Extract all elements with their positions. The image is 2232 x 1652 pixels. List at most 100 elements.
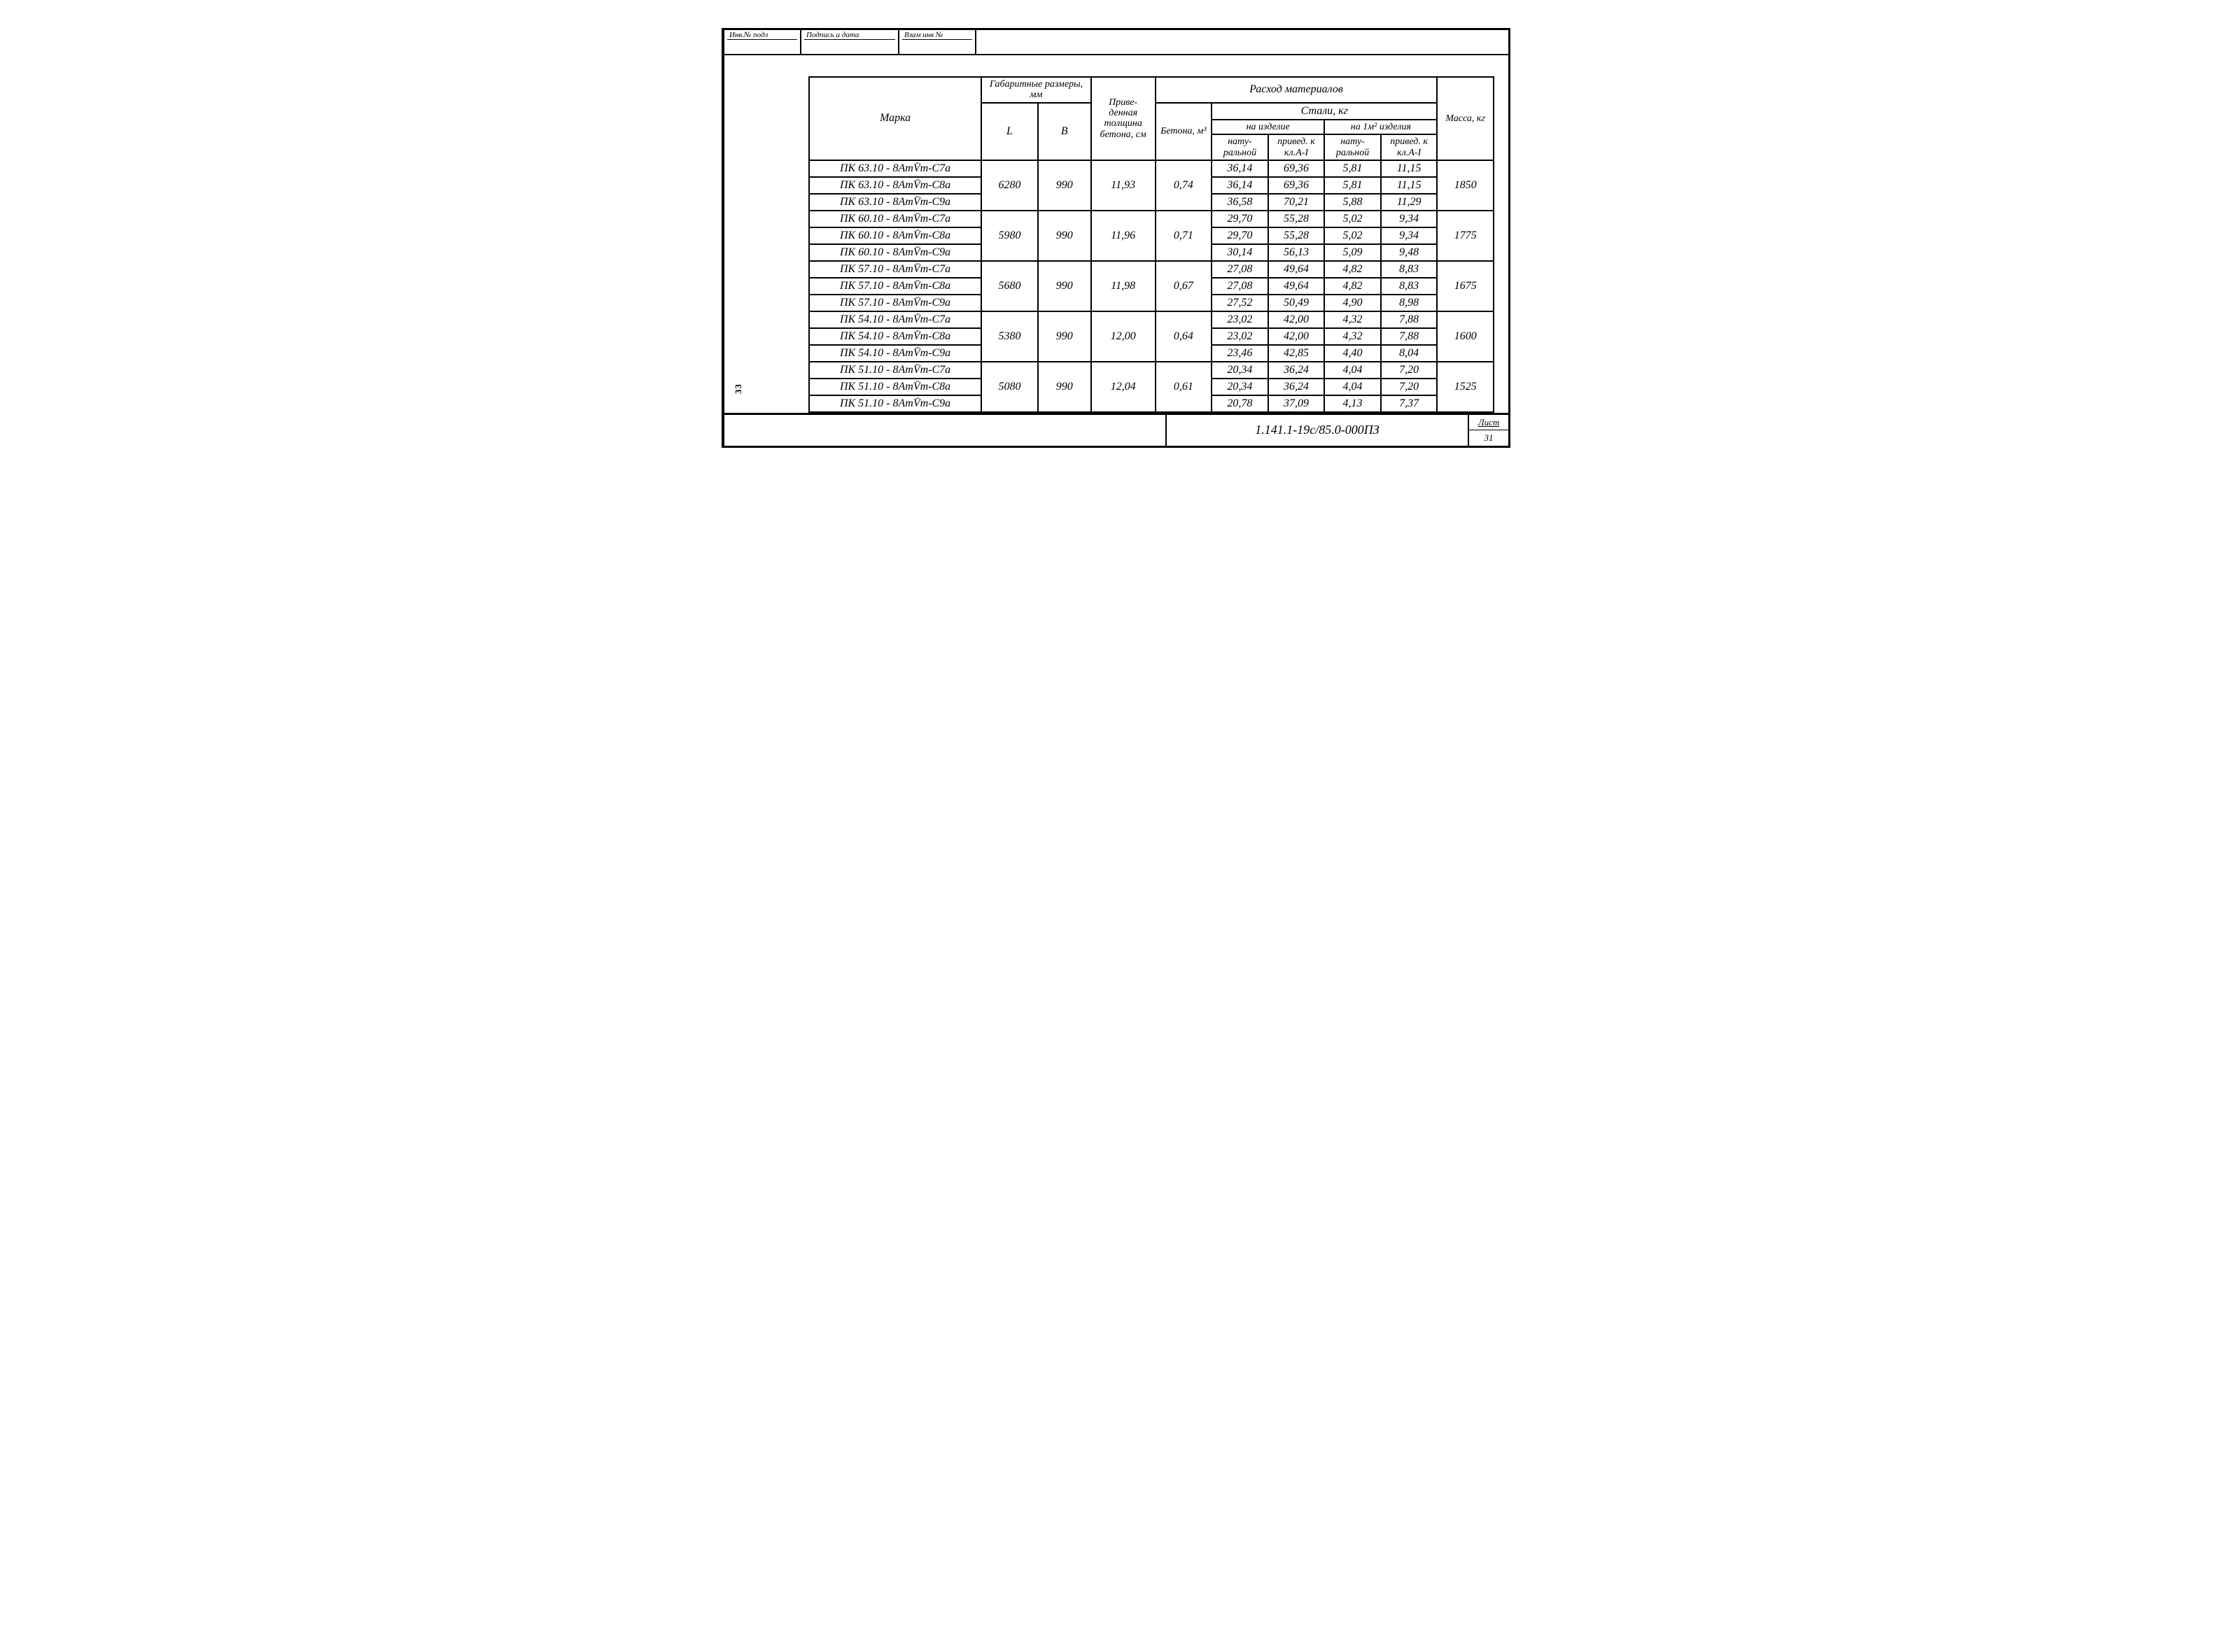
cell-marka: ПК 60.10 - 8АтV̄т-С8а — [809, 227, 981, 244]
cell-massa: 1850 — [1437, 160, 1494, 211]
stamp-sign-date: Подпись и дата — [801, 30, 899, 54]
cell-marka: ПК 57.10 - 8АтV̄т-С9а — [809, 295, 981, 311]
cell-val: 27,52 — [1212, 295, 1268, 311]
cell-marka: ПК 51.10 - 8АтV̄т-С8а — [809, 379, 981, 395]
cell-val: 27,08 — [1212, 278, 1268, 295]
cell-val: 20,34 — [1212, 379, 1268, 395]
cell-val: 4,32 — [1324, 328, 1381, 345]
stamp-vzam-inv: Взам инв № — [899, 30, 976, 54]
cell-val: 42,85 — [1268, 345, 1325, 362]
drawing-frame: Инв.№ подл Подпись и дата Взам инв № 33 … — [722, 28, 1510, 448]
cell-marka: ПК 54.10 - 8АтV̄т-С8а — [809, 328, 981, 345]
hdr-na-m2: на 1м² изделия — [1324, 120, 1437, 134]
cell-val: 4,04 — [1324, 379, 1381, 395]
cell-val: 4,40 — [1324, 345, 1381, 362]
hdr-massa: Масса, кг — [1437, 77, 1494, 160]
cell-L: 5680 — [981, 261, 1038, 311]
side-code: 33 — [733, 383, 744, 394]
cell-val: 49,64 — [1268, 278, 1325, 295]
cell-val: 27,08 — [1212, 261, 1268, 278]
sheet-box: Лист 31 — [1468, 415, 1508, 446]
cell-val: 7,88 — [1381, 328, 1438, 345]
cell-val: 8,98 — [1381, 295, 1438, 311]
cell-val: 42,00 — [1268, 311, 1325, 328]
hdr-thickness: Приве-денная толщина бетона, см — [1091, 77, 1156, 160]
cell-val: 5,02 — [1324, 211, 1381, 227]
cell-val: 69,36 — [1268, 160, 1325, 177]
cell-B: 990 — [1038, 362, 1091, 412]
table-row: ПК 57.10 - 8АтV̄т-С7а568099011,980,6727,… — [809, 261, 1494, 278]
cell-val: 8,83 — [1381, 278, 1438, 295]
cell-val: 7,20 — [1381, 379, 1438, 395]
cell-val: 5,88 — [1324, 194, 1381, 211]
cell-val: 70,21 — [1268, 194, 1325, 211]
cell-val: 7,20 — [1381, 362, 1438, 379]
cell-val: 5,81 — [1324, 160, 1381, 177]
cell-L: 5080 — [981, 362, 1038, 412]
cell-massa: 1525 — [1437, 362, 1494, 412]
cell-val: 56,13 — [1268, 244, 1325, 261]
cell-val: 4,13 — [1324, 395, 1381, 412]
cell-val: 7,37 — [1381, 395, 1438, 412]
cell-B: 990 — [1038, 311, 1091, 362]
table-row: ПК 63.10 - 8АтV̄т-С7а628099011,930,7436,… — [809, 160, 1494, 177]
table-body: ПК 63.10 - 8АтV̄т-С7а628099011,930,7436,… — [809, 160, 1494, 412]
stamp-inv-podl: Инв.№ подл — [724, 30, 801, 54]
cell-massa: 1600 — [1437, 311, 1494, 362]
cell-val: 23,46 — [1212, 345, 1268, 362]
cell-val: 55,28 — [1268, 227, 1325, 244]
cell-beton: 0,64 — [1156, 311, 1212, 362]
cell-marka: ПК 54.10 - 8АтV̄т-С9а — [809, 345, 981, 362]
cell-thick: 11,96 — [1091, 211, 1156, 261]
cell-val: 36,14 — [1212, 177, 1268, 194]
hdr-natur2: нату-ральной — [1324, 134, 1381, 160]
table-header: Марка Габаритные размеры, мм Приве-денна… — [809, 77, 1494, 160]
cell-val: 9,48 — [1381, 244, 1438, 261]
cell-beton: 0,67 — [1156, 261, 1212, 311]
cell-val: 50,49 — [1268, 295, 1325, 311]
hdr-prived1: привед. к кл.А-I — [1268, 134, 1325, 160]
hdr-prived2: привед. к кл.А-I — [1381, 134, 1438, 160]
cell-marka: ПК 60.10 - 8АтV̄т-С9а — [809, 244, 981, 261]
cell-L: 5380 — [981, 311, 1038, 362]
cell-val: 5,02 — [1324, 227, 1381, 244]
cell-beton: 0,71 — [1156, 211, 1212, 261]
hdr-gabarit: Габаритные размеры, мм — [981, 77, 1091, 103]
cell-val: 5,09 — [1324, 244, 1381, 261]
title-block: 1.141.1-19с/85.0-000ПЗ Лист 31 — [724, 413, 1508, 446]
materials-table: Марка Габаритные размеры, мм Приве-денна… — [808, 76, 1494, 413]
cell-val: 29,70 — [1212, 227, 1268, 244]
cell-val: 4,32 — [1324, 311, 1381, 328]
sheet-number: 31 — [1469, 430, 1508, 446]
cell-marka: ПК 57.10 - 8АтV̄т-С7а — [809, 261, 981, 278]
cell-val: 42,00 — [1268, 328, 1325, 345]
cell-thick: 11,93 — [1091, 160, 1156, 211]
stamp-label: Инв.№ подл — [727, 31, 797, 40]
cell-val: 8,83 — [1381, 261, 1438, 278]
cell-val: 20,34 — [1212, 362, 1268, 379]
cell-marka: ПК 63.10 - 8АтV̄т-С8а — [809, 177, 981, 194]
hdr-beton: Бетона, м³ — [1156, 103, 1212, 160]
stamp-label: Взам инв № — [902, 31, 972, 40]
table-row: ПК 51.10 - 8АтV̄т-С7а508099012,040,6120,… — [809, 362, 1494, 379]
hdr-natur1: нату-ральной — [1212, 134, 1268, 160]
cell-val: 69,36 — [1268, 177, 1325, 194]
cell-L: 5980 — [981, 211, 1038, 261]
cell-massa: 1675 — [1437, 261, 1494, 311]
cell-val: 4,82 — [1324, 261, 1381, 278]
cell-B: 990 — [1038, 211, 1091, 261]
cell-val: 55,28 — [1268, 211, 1325, 227]
table-row: ПК 60.10 - 8АтV̄т-С7а598099011,960,7129,… — [809, 211, 1494, 227]
cell-B: 990 — [1038, 261, 1091, 311]
hdr-na-izd: на изделие — [1212, 120, 1324, 134]
cell-val: 20,78 — [1212, 395, 1268, 412]
cell-thick: 11,98 — [1091, 261, 1156, 311]
table-row: ПК 54.10 - 8АтV̄т-С7а538099012,000,6423,… — [809, 311, 1494, 328]
cell-val: 30,14 — [1212, 244, 1268, 261]
cell-marka: ПК 54.10 - 8АтV̄т-С7а — [809, 311, 981, 328]
cell-val: 4,82 — [1324, 278, 1381, 295]
cell-val: 11,15 — [1381, 177, 1438, 194]
cell-marka: ПК 60.10 - 8АтV̄т-С7а — [809, 211, 981, 227]
cell-val: 9,34 — [1381, 211, 1438, 227]
cell-beton: 0,74 — [1156, 160, 1212, 211]
